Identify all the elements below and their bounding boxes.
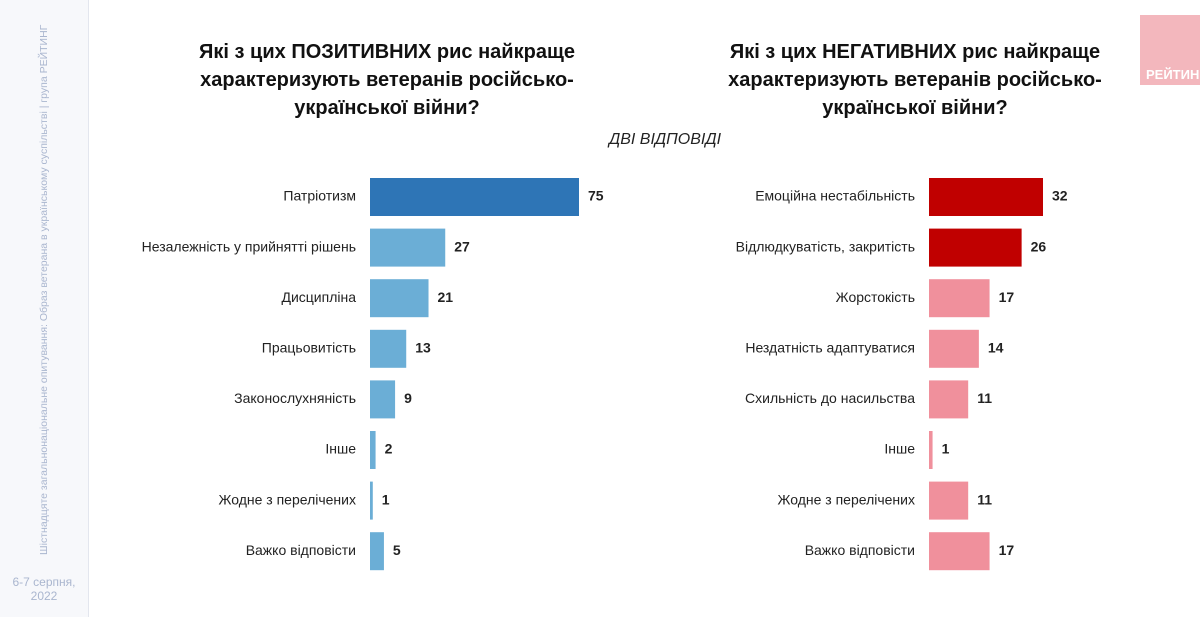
value-label: 13 — [415, 340, 431, 356]
bar — [370, 380, 396, 419]
category-label: Схильність до насильства — [745, 390, 915, 406]
bar — [929, 380, 969, 419]
value-label: 11 — [977, 491, 992, 507]
category-label: Нездатність адаптуватися — [745, 340, 915, 356]
bar — [370, 279, 429, 318]
value-label: 1 — [942, 441, 950, 457]
value-label: 17 — [999, 289, 1015, 305]
category-label: Працьовитість — [262, 340, 356, 356]
value-label: 21 — [438, 289, 454, 305]
date: 6-7 серпня, 2022 — [12, 575, 76, 603]
category-label: Жодне з перелічених — [777, 491, 915, 507]
value-label: 5 — [393, 542, 401, 558]
value-label: 26 — [1031, 238, 1047, 254]
bar — [370, 228, 446, 267]
value-label: 2 — [385, 441, 393, 457]
value-label: 17 — [999, 542, 1015, 558]
bar — [929, 532, 990, 571]
sidebar — [0, 0, 89, 617]
bar — [370, 532, 384, 571]
category-label: Інше — [884, 441, 915, 457]
bar — [370, 178, 579, 216]
value-label: 27 — [454, 238, 470, 254]
value-label: 1 — [382, 491, 390, 507]
bar — [929, 329, 979, 368]
note: ДВІ ВІДПОВІДІ — [608, 131, 722, 148]
category-label: Емоційна нестабільність — [755, 188, 915, 204]
category-label: Законослухняність — [234, 390, 356, 406]
bar — [370, 329, 407, 368]
bar — [929, 481, 969, 520]
bar — [929, 431, 933, 469]
category-label: Інше — [325, 441, 356, 457]
category-label: Дисципліна — [281, 289, 356, 305]
value-label: 11 — [977, 390, 992, 406]
category-label: Відлюдкуватість, закритість — [736, 238, 915, 254]
logo: РЕЙТИНГ — [1140, 15, 1200, 85]
category-label: Важко відповісти — [246, 542, 356, 558]
bar — [929, 279, 990, 318]
value-label: 32 — [1052, 188, 1068, 204]
chart-title: Які з цих ПОЗИТИВНИХ рис найкраще характ… — [199, 41, 575, 119]
category-label: Важко відповісти — [805, 542, 915, 558]
category-label: Незалежність у прийнятті рішень — [142, 238, 356, 254]
bar — [370, 431, 376, 469]
category-label: Патріотизм — [283, 188, 356, 204]
chart-title: Які з цих НЕГАТИВНИХ рис найкраще характ… — [728, 41, 1102, 119]
bar — [370, 481, 373, 520]
value-label: 75 — [588, 188, 604, 204]
value-label: 14 — [988, 340, 1004, 356]
bar — [929, 228, 1022, 267]
value-label: 9 — [404, 390, 412, 406]
category-label: Жорстокість — [836, 289, 915, 305]
bar — [929, 178, 1043, 216]
category-label: Жодне з перелічених — [218, 491, 356, 507]
